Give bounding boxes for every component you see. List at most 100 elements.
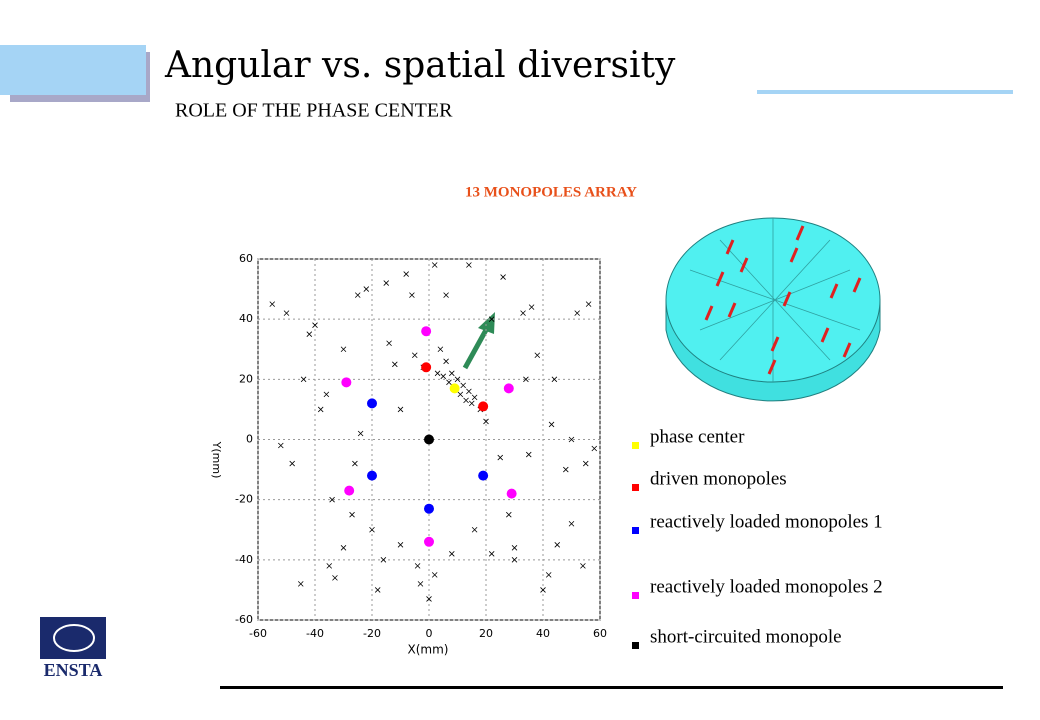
arrow-head — [478, 312, 495, 334]
legend-label: short-circuited monopole — [650, 626, 842, 647]
scatter-point — [488, 316, 495, 322]
scatter-point — [449, 370, 455, 377]
scatter-point — [431, 572, 438, 578]
scatter-point — [332, 575, 338, 581]
scatter-point — [403, 271, 409, 277]
scatter-point — [443, 358, 449, 365]
mesh — [689, 218, 861, 382]
scatter-point — [312, 322, 318, 328]
legend-swatch — [632, 592, 639, 599]
scatter-point — [340, 545, 347, 551]
chart-title: 13 MONOPOLES ARRAY — [465, 184, 637, 200]
scatter-point — [568, 436, 575, 443]
legend-label: phase center — [650, 426, 745, 447]
slide-title: Angular vs. spatial diversity — [164, 45, 676, 86]
scatter-point — [380, 557, 387, 563]
scatter-point — [497, 454, 504, 461]
arrow-shaft — [462, 328, 489, 370]
scatter-point — [434, 370, 441, 377]
scatter-point — [574, 310, 580, 316]
scatter-point — [545, 572, 552, 578]
legend-label: reactively loaded monopoles 1 — [650, 511, 883, 532]
y-tick-label: 40 — [239, 312, 253, 325]
scatter-point — [554, 542, 561, 548]
scatter-point — [443, 292, 449, 298]
top-rule — [757, 90, 1013, 94]
scatter-point — [397, 406, 404, 413]
legend-label: driven monopoles — [650, 468, 787, 489]
monopole-point — [344, 485, 355, 496]
scatter-point — [392, 361, 398, 368]
x-tick-label: 0 — [426, 627, 433, 640]
monopole-point — [506, 488, 517, 499]
logo-text: ENSTA — [44, 660, 103, 680]
scatter-point — [369, 526, 375, 533]
scatter-point — [446, 379, 452, 386]
scatter-point — [534, 352, 541, 359]
slide-subtitle: ROLE OF THE PHASE CENTER — [175, 100, 453, 122]
scatter-point — [417, 581, 424, 587]
y-tick-label: -20 — [235, 493, 253, 506]
scatter-point — [278, 442, 284, 449]
scatter-point — [374, 587, 381, 593]
y-tick-label: -40 — [235, 553, 253, 566]
x-tick-label: 20 — [479, 627, 493, 640]
scatter-point — [528, 304, 535, 310]
scatter-point — [431, 262, 438, 268]
scatter-point — [548, 421, 555, 428]
monopole-point — [424, 536, 434, 547]
scatter-point — [326, 563, 333, 569]
x-tick-label: -60 — [249, 627, 267, 640]
scatter-point — [411, 352, 418, 359]
monopole-point — [424, 434, 434, 445]
logo-ring — [53, 624, 95, 652]
y-tick-label: 60 — [239, 252, 253, 265]
scatter-point — [440, 373, 447, 380]
x-tick-label: -40 — [306, 627, 324, 640]
arrow — [462, 312, 495, 370]
scatter-point — [580, 563, 586, 569]
y-tick-label: -60 — [235, 613, 253, 626]
scatter-point — [386, 340, 392, 347]
scatter-point — [460, 382, 466, 389]
x-tick-label: -20 — [363, 627, 381, 640]
scatter-point — [297, 581, 304, 587]
monopole-point — [478, 401, 489, 412]
legend-swatch — [632, 442, 639, 449]
legend-swatch — [632, 527, 639, 534]
monopole-sticks — [704, 225, 862, 375]
scatter-point — [340, 346, 347, 353]
scatter-point — [551, 376, 558, 383]
monopole-point — [421, 326, 432, 337]
scatter-point — [409, 292, 415, 298]
scatter-point — [506, 511, 512, 518]
monopole-point — [478, 470, 489, 481]
monopole-point — [341, 377, 352, 388]
scatter-point — [289, 460, 295, 467]
scatter-point — [357, 430, 364, 437]
scatter-point — [449, 551, 455, 557]
y-tick-label: 0 — [246, 433, 253, 446]
legend-swatch — [632, 642, 639, 649]
scatter-point — [466, 388, 472, 395]
x-tick-label: 60 — [593, 627, 607, 640]
scatter-point — [540, 587, 546, 593]
scatter-point — [454, 376, 461, 383]
scatter-point — [471, 526, 478, 533]
scatter-point — [511, 557, 518, 563]
y-tick-label: 20 — [239, 372, 253, 385]
y-axis-label: Y(mm) — [210, 441, 223, 479]
monopole-point — [503, 383, 514, 394]
x-axis-label: X(mm) — [408, 643, 449, 657]
scatter-point — [488, 551, 495, 557]
scatter-point — [511, 545, 518, 551]
scatter-point — [525, 451, 532, 458]
scatter-point — [397, 542, 404, 548]
scatter-point — [354, 292, 361, 298]
scatter-point — [317, 406, 324, 413]
title-bar — [0, 45, 146, 95]
scatter-point — [582, 460, 589, 467]
scatter-point — [466, 262, 472, 268]
